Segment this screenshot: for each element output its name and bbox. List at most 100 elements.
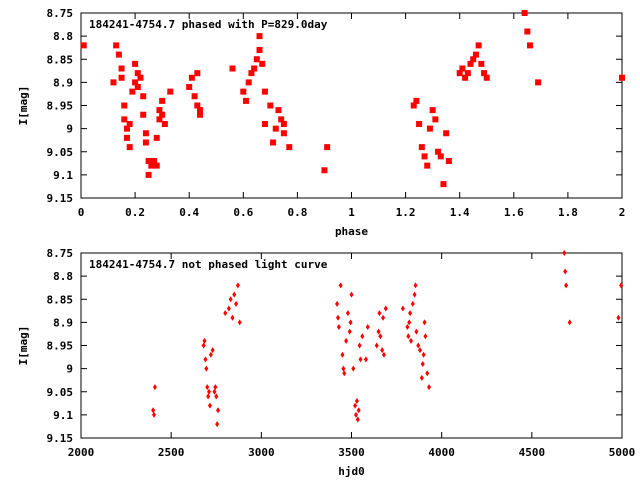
data-point: [223, 310, 228, 317]
data-point: [407, 319, 412, 326]
x-tick-label: 0.2: [125, 206, 145, 219]
data-point: [481, 70, 488, 77]
x-tick-label: 0.8: [287, 206, 307, 219]
data-point: [123, 134, 130, 141]
data-point: [229, 65, 236, 72]
data-point: [137, 74, 144, 81]
data-point: [194, 70, 201, 77]
data-point: [409, 337, 414, 344]
data-point: [207, 402, 212, 409]
y-tick-label: 8.95: [47, 100, 74, 113]
data-point: [161, 121, 168, 127]
y-axis-label: I[mag]: [17, 326, 30, 366]
data-point: [113, 42, 120, 49]
data-point: [156, 107, 163, 114]
data-point: [426, 125, 433, 132]
data-point: [418, 144, 425, 151]
data-point: [336, 324, 341, 330]
data-point: [435, 148, 442, 155]
data-point: [214, 393, 219, 400]
data-point: [405, 324, 410, 330]
chart-title: 184241-4754.7 not phased light curve: [89, 258, 328, 271]
x-tick-label: 5000: [609, 446, 636, 459]
data-point: [237, 319, 242, 326]
x-tick-label: 0.6: [233, 206, 253, 219]
data-point: [204, 365, 209, 372]
data-point: [464, 70, 471, 77]
data-point: [324, 144, 331, 151]
y-axis-label: I[mag]: [17, 86, 30, 126]
data-point: [338, 282, 343, 289]
data-point: [167, 88, 174, 95]
data-point: [400, 305, 405, 312]
data-point: [275, 107, 282, 114]
data-point: [358, 356, 363, 363]
y-tick-label: 9.05: [47, 386, 74, 399]
data-point: [142, 139, 149, 146]
data-point: [524, 28, 531, 35]
data-point: [478, 60, 485, 67]
y-tick-label: 9.1: [53, 169, 73, 182]
data-point: [351, 365, 356, 372]
data-point: [344, 337, 349, 344]
y-tick-label: 8.9: [53, 76, 73, 89]
data-point: [270, 139, 277, 146]
data-point: [423, 333, 428, 340]
data-point: [421, 351, 426, 358]
data-point: [413, 97, 420, 104]
data-point: [521, 10, 528, 16]
y-tick-label: 9.15: [47, 192, 74, 205]
x-tick-label: 2500: [158, 446, 185, 459]
y-tick-label: 8.75: [47, 247, 74, 260]
y-tick-label: 8.95: [47, 340, 74, 353]
data-point: [567, 319, 572, 326]
data-point: [341, 365, 346, 372]
data-point: [202, 337, 207, 344]
data-point: [212, 388, 217, 395]
data-point: [256, 47, 263, 53]
data-point: [374, 342, 379, 349]
data-point: [348, 319, 353, 326]
data-point: [140, 93, 147, 100]
y-tick-label: 8.8: [53, 30, 73, 43]
data-point: [134, 84, 141, 90]
data-point: [132, 60, 139, 67]
x-axis-label: phase: [335, 225, 368, 238]
data-point: [140, 111, 147, 118]
data-point: [256, 33, 263, 40]
data-point: [234, 300, 239, 307]
data-point: [412, 291, 417, 298]
y-tick-label: 9.1: [53, 409, 73, 422]
data-point: [432, 116, 439, 123]
data-point: [248, 70, 255, 77]
data-point: [619, 74, 625, 81]
data-point: [381, 314, 386, 321]
x-tick-label: 1.6: [504, 206, 524, 219]
data-point: [151, 407, 156, 414]
x-tick-label: 1.4: [450, 206, 470, 219]
y-tick-label: 9.05: [47, 146, 74, 159]
x-tick-label: 0.4: [179, 206, 199, 219]
data-point: [437, 153, 444, 160]
data-point: [381, 351, 386, 358]
phased-panel: 0 0.2 0.4 0.6 0.8 1 1.2 1.4 1.6 1.8 2 8.75 8.8 8.85 8.…: [17, 7, 625, 238]
data-point: [126, 121, 133, 127]
data-point: [535, 79, 542, 86]
data-point: [206, 393, 211, 400]
data-point: [472, 51, 479, 58]
y-tick-label: 8.85: [47, 293, 74, 306]
data-point: [145, 171, 152, 178]
x-tick-label: 4500: [519, 446, 546, 459]
data-point: [408, 310, 413, 317]
x-tick-label: 1.8: [558, 206, 578, 219]
data-point: [429, 107, 436, 114]
x-tick-label: 2000: [68, 446, 95, 459]
data-point: [378, 333, 383, 340]
data-point: [194, 102, 201, 109]
data-point: [186, 84, 193, 90]
data-point: [191, 93, 198, 100]
data-point: [153, 162, 160, 169]
data-point: [267, 102, 274, 109]
data-point: [360, 333, 365, 340]
data-point: [406, 333, 411, 340]
